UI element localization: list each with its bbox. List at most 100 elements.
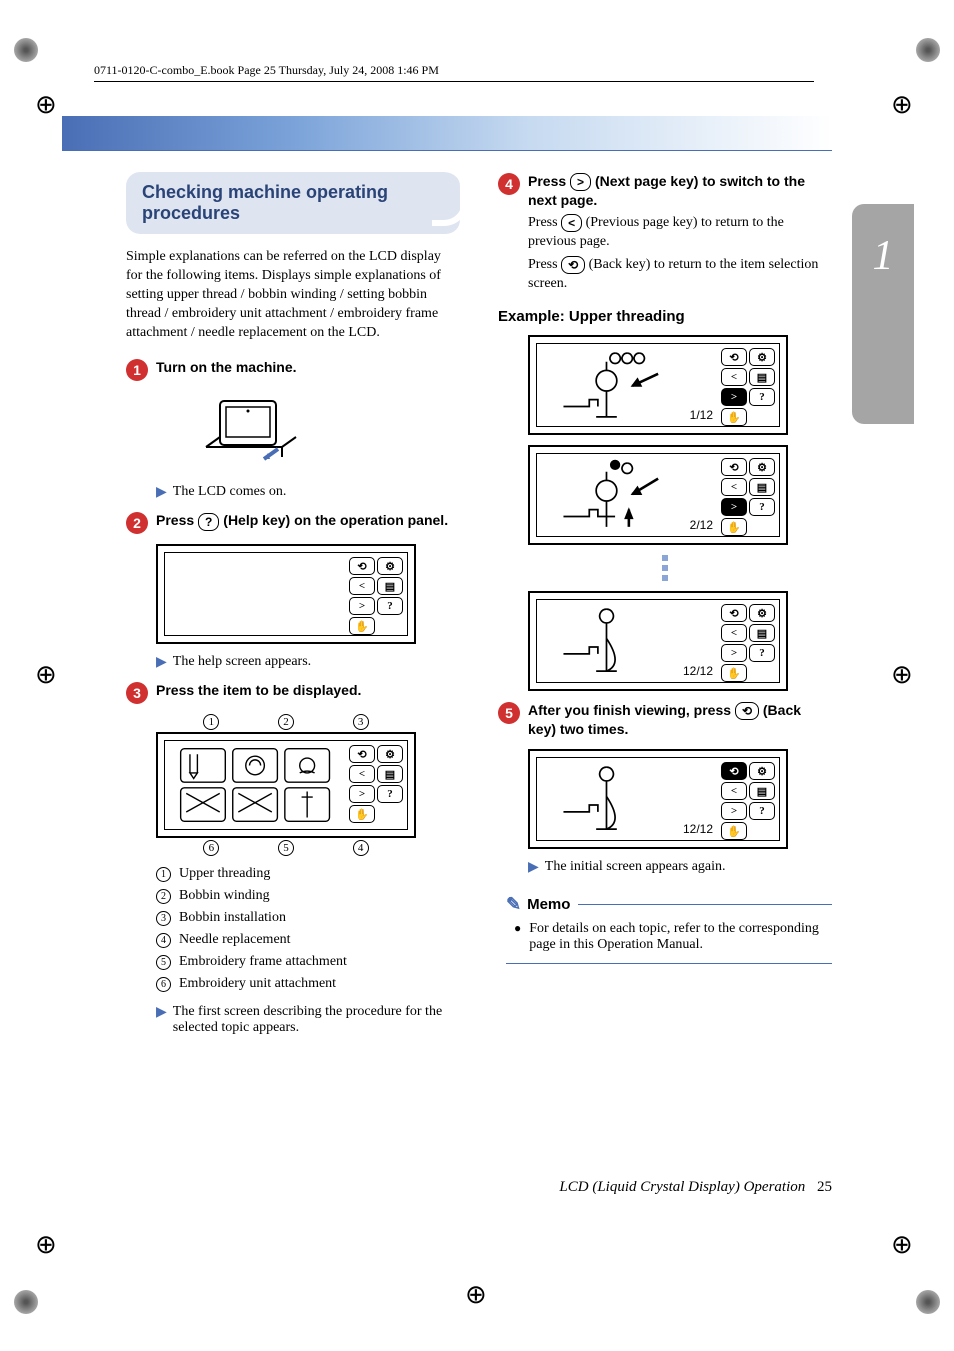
page-key-icon: ▤ — [377, 765, 403, 783]
vertical-dots-icon — [498, 555, 832, 581]
item-menu-figure: 1 2 3 — [156, 714, 416, 856]
section-title: Checking machine operating procedures — [142, 182, 444, 224]
step-number: 3 — [126, 682, 148, 704]
right-column: 4 Press > (Next page key) to switch to t… — [498, 172, 832, 1046]
circled-num: 4 — [156, 933, 171, 948]
presser-key-icon: ✋ — [721, 822, 747, 840]
intro-text: Simple explanations can be referred on t… — [126, 248, 460, 342]
page-indicator: 12/12 — [683, 664, 713, 678]
step-1-result: ▶ The LCD comes on. — [156, 484, 460, 501]
step-5: 5 After you finish viewing, press ⟲ (Bac… — [498, 701, 832, 739]
circled-num: 1 — [156, 867, 171, 882]
s4-l1-pre: Press — [528, 173, 570, 189]
next-key-icon: > — [721, 644, 747, 662]
next-key-icon: > — [721, 498, 747, 516]
footer-page: 25 — [817, 1179, 832, 1195]
next-key-icon: > — [570, 173, 591, 191]
item-label: Upper threading — [179, 866, 270, 882]
circled-num: 3 — [156, 911, 171, 926]
memo-title: Memo — [527, 896, 570, 913]
lcd-side-buttons: ⟲ ⚙ < ▤ > ? ✋ — [349, 557, 403, 635]
page-key-icon: ▤ — [749, 782, 775, 800]
page-indicator: 2/12 — [690, 518, 713, 532]
back-key-icon: ⟲ — [721, 348, 747, 366]
step-3: 3 Press the item to be displayed. — [126, 681, 460, 704]
next-key-icon: > — [721, 388, 747, 406]
machine-sketch-icon — [186, 391, 306, 471]
back-key-icon: ⟲ — [721, 762, 747, 780]
crop-dot — [14, 1290, 38, 1314]
step-2-post: (Help key) on the operation panel. — [223, 512, 448, 528]
page-footer: LCD (Liquid Crystal Display) Operation 2… — [559, 1179, 832, 1196]
s4-l2-pre: Press — [528, 215, 561, 230]
lcd-help-figure: ⟲ ⚙ < ▤ > ? ✋ — [156, 544, 416, 644]
circled-num: 2 — [156, 889, 171, 904]
step-1: 1 Turn on the machine. — [126, 358, 460, 381]
step-number: 1 — [126, 359, 148, 381]
next-key-icon: > — [721, 802, 747, 820]
crop-dot — [916, 1290, 940, 1314]
result-text: The initial screen appears again. — [545, 859, 726, 875]
step-text: Press the item to be displayed. — [156, 681, 460, 700]
step-number: 5 — [498, 702, 520, 724]
step-text: Press > (Next page key) to switch to the… — [528, 172, 832, 294]
presser-key-icon: ✋ — [349, 617, 375, 635]
presser-key-icon: ✋ — [721, 518, 747, 536]
step-text: Press ? (Help key) on the operation pane… — [156, 511, 460, 530]
prev-key-icon: < — [349, 577, 375, 595]
registration-mark — [891, 660, 919, 688]
item-label: Bobbin installation — [179, 910, 286, 926]
crop-dot — [14, 38, 38, 62]
back-key-icon: ⟲ — [721, 458, 747, 476]
example-screen-2: ⟲ ⚙ < ▤ > ? ✋ 2/12 — [528, 445, 788, 545]
page-indicator: 12/12 — [683, 822, 713, 836]
prev-key-icon: < — [721, 478, 747, 496]
back-key-icon: ⟲ — [735, 702, 759, 720]
item-list: 1 Upper threading 2 Bobbin winding 3 Bobbin… — [156, 866, 460, 992]
step-3-result: ▶ The first screen describing the proced… — [156, 1004, 460, 1036]
callout-3: 3 — [353, 714, 369, 730]
example-screen-12: ⟲ ⚙ < ▤ > ? ✋ 12/12 — [528, 591, 788, 691]
circled-num: 5 — [156, 955, 171, 970]
chapter-tab: 1 — [852, 204, 914, 424]
callout-5: 5 — [278, 840, 294, 856]
back-key-icon: ⟲ — [561, 256, 585, 274]
example-heading: Example: Upper threading — [498, 308, 832, 325]
prev-key-icon: < — [721, 368, 747, 386]
step-text: Turn on the machine. — [156, 358, 460, 377]
callout-4: 4 — [353, 840, 369, 856]
step-5-result: ▶ The initial screen appears again. — [528, 859, 832, 876]
page-key-icon: ▤ — [377, 577, 403, 595]
step-text: After you finish viewing, press ⟲ (Back … — [528, 701, 832, 739]
item-label: Needle replacement — [179, 932, 291, 948]
triangle-icon: ▶ — [528, 859, 539, 876]
triangle-icon: ▶ — [156, 484, 167, 501]
circled-num: 6 — [156, 977, 171, 992]
step-number: 2 — [126, 512, 148, 534]
item-label: Embroidery unit attachment — [179, 976, 336, 992]
page-key-icon: ▤ — [749, 478, 775, 496]
help-key-icon: ? — [198, 513, 219, 531]
triangle-icon: ▶ — [156, 654, 167, 671]
bullet-icon: ● — [514, 921, 521, 953]
settings-key-icon: ⚙ — [377, 745, 403, 763]
page-key-icon: ▤ — [749, 368, 775, 386]
item-label: Bobbin winding — [179, 888, 270, 904]
settings-key-icon: ⚙ — [377, 557, 403, 575]
footer-section: LCD (Liquid Crystal Display) Operation — [559, 1179, 805, 1195]
prev-key-icon: < — [721, 624, 747, 642]
memo-text: For details on each topic, refer to the … — [529, 921, 832, 953]
back-key-icon: ⟲ — [349, 557, 375, 575]
memo-box: ✎ Memo ● For details on each topic, refe… — [506, 894, 832, 964]
section-title-box: Checking machine operating procedures — [126, 172, 460, 234]
step-number: 4 — [498, 173, 520, 195]
registration-mark — [35, 660, 63, 688]
next-key-icon: > — [349, 597, 375, 615]
settings-key-icon: ⚙ — [749, 604, 775, 622]
registration-mark — [891, 90, 919, 118]
back-key-icon: ⟲ — [349, 745, 375, 763]
callout-6: 6 — [203, 840, 219, 856]
settings-key-icon: ⚙ — [749, 348, 775, 366]
step-2-pre: Press — [156, 512, 198, 528]
presser-key-icon: ✋ — [721, 408, 747, 426]
